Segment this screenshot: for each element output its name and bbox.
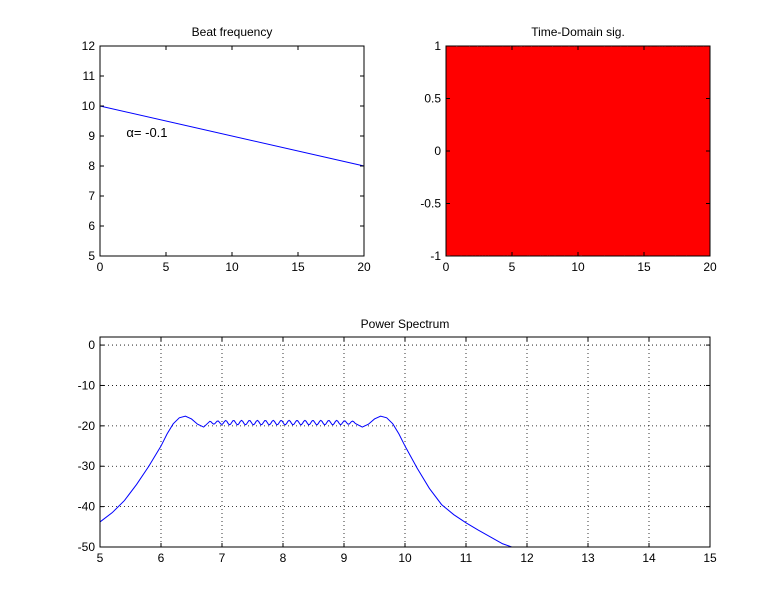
y-tick-label: -20 <box>78 419 96 433</box>
power-spectrum-series <box>99 415 512 548</box>
y-tick-label: 11 <box>83 69 96 83</box>
y-tick-label: -50 <box>78 540 96 554</box>
y-tick-label: 0 <box>88 338 95 352</box>
time-domain-axes: Time-Domain sig. 0 5 10 15 20 -1 -0.5 0 0.5 1 <box>420 25 717 274</box>
power-spectrum-title: Power Spectrum <box>361 317 450 331</box>
x-tick-label: 5 <box>509 260 516 274</box>
x-tick-label: 10 <box>398 551 412 565</box>
x-tick-label: 12 <box>520 551 534 565</box>
x-tick-label: 13 <box>581 551 595 565</box>
x-tick-label: 6 <box>158 551 165 565</box>
x-tick-label: 15 <box>703 551 717 565</box>
y-tick-label: -10 <box>78 378 96 392</box>
time-domain-ticks: 0 5 10 15 20 -1 -0.5 0 0.5 1 <box>420 39 717 274</box>
time-domain-title: Time-Domain sig. <box>531 25 625 39</box>
y-tick-label: 6 <box>88 219 95 233</box>
x-tick-label: 8 <box>280 551 287 565</box>
y-tick-label: 5 <box>88 249 95 263</box>
signal-line <box>446 46 710 256</box>
y-tick-label: -1 <box>430 249 441 263</box>
y-tick-label: 1 <box>434 39 441 53</box>
alpha-value: = -0.1 <box>134 125 168 140</box>
x-tick-label: 0 <box>97 260 104 274</box>
series-line <box>99 415 512 548</box>
y-tick-label: 0.5 <box>424 92 441 106</box>
x-tick-label: 11 <box>460 551 473 565</box>
x-tick-label: 5 <box>163 260 170 274</box>
x-tick-label: 0 <box>443 260 450 274</box>
x-tick-label: 5 <box>97 551 104 565</box>
beat-frequency-title: Beat frequency <box>192 25 273 39</box>
y-tick-label: 0 <box>434 144 441 158</box>
x-tick-label: 20 <box>357 260 371 274</box>
series-line <box>99 105 365 167</box>
alpha-symbol: α <box>126 125 134 140</box>
x-tick-label: 14 <box>642 551 656 565</box>
y-tick-label: 9 <box>88 129 95 143</box>
y-tick-label: 8 <box>88 159 95 173</box>
x-tick-label: 20 <box>703 260 717 274</box>
power-spectrum-grid <box>100 337 710 547</box>
x-tick-label: 9 <box>341 551 348 565</box>
x-tick-label: 15 <box>291 260 305 274</box>
beat-frequency-frame <box>99 45 365 257</box>
x-tick-label: 10 <box>225 260 239 274</box>
power-spectrum-ticks: 5 6 7 8 9 10 11 12 13 14 15 -50 -40 -30 -20 -10 0 <box>78 337 717 565</box>
y-tick-label: 10 <box>82 99 96 113</box>
y-tick-label: 7 <box>88 189 95 203</box>
y-tick-label: -40 <box>78 500 96 514</box>
beat-frequency-axes: Beat frequency α= -0.1 0 5 10 15 20567891011… <box>82 25 371 274</box>
y-tick-label: -30 <box>78 459 96 473</box>
y-tick-label: -0.5 <box>420 197 441 211</box>
y-tick-label: 12 <box>82 39 96 53</box>
beat-frequency-series <box>99 105 365 167</box>
x-tick-label: 15 <box>637 260 651 274</box>
alpha-annotation: α= -0.1 <box>126 125 167 140</box>
time-domain-series <box>446 46 710 256</box>
x-tick-label: 7 <box>219 551 226 565</box>
x-tick-label: 10 <box>571 260 585 274</box>
power-spectrum-axes: Power Spectrum 5 6 7 8 9 10 11 12 13 14 15 -50 -40 -3… <box>78 317 717 565</box>
